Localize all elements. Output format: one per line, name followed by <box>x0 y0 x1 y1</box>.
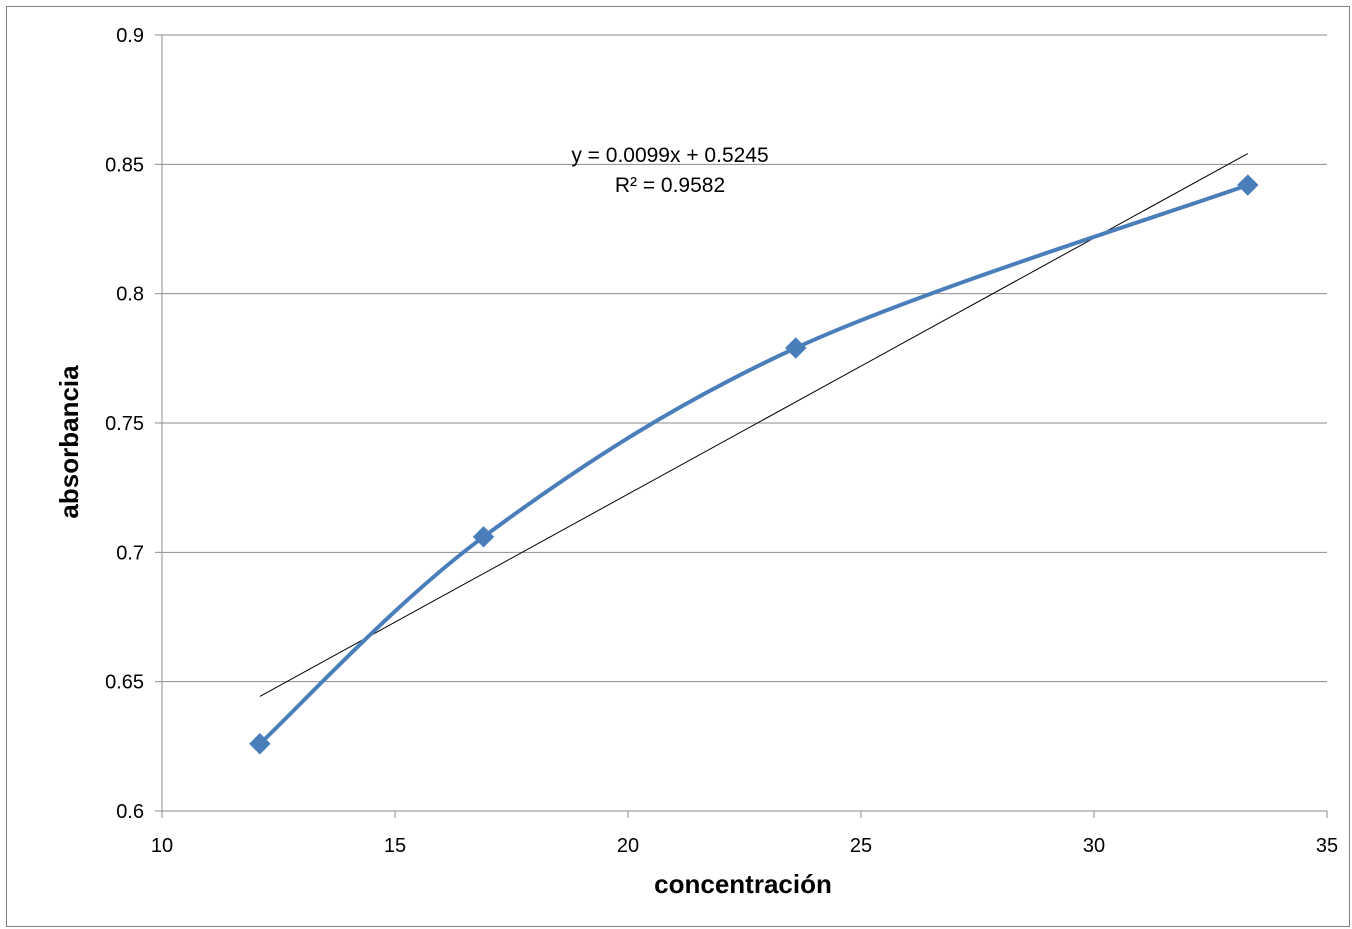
x-tick-label: 10 <box>151 835 173 857</box>
gridlines <box>162 34 1327 683</box>
x-axis-title: concentración <box>654 869 832 899</box>
x-tick-label: 35 <box>1316 835 1338 857</box>
y-tick-label: 0.85 <box>105 154 144 176</box>
trendline-group <box>259 153 1249 697</box>
trendline-equation: y = 0.0099x + 0.5245 <box>571 144 768 167</box>
y-tick-label: 0.8 <box>116 284 144 306</box>
y-tick-label: 0.9 <box>116 25 144 47</box>
trendline <box>259 153 1249 697</box>
x-tick-labels: 10 15 20 25 30 35 <box>151 835 1338 857</box>
x-tick-label: 20 <box>617 835 639 857</box>
axes <box>155 34 1328 818</box>
trendline-r-squared: R² = 0.9582 <box>615 174 725 197</box>
y-tick-label: 0.6 <box>116 801 144 823</box>
x-tick-label: 30 <box>1083 835 1105 857</box>
y-tick-labels: 0.6 0.65 0.7 0.75 0.8 0.85 0.9 <box>105 25 144 823</box>
series-group <box>249 174 1259 755</box>
series-line <box>257 183 1250 746</box>
data-point-marker <box>249 733 271 755</box>
x-tick-label: 15 <box>384 835 406 857</box>
data-point-marker <box>1237 174 1259 196</box>
x-tick-label: 25 <box>850 835 872 857</box>
y-tick-label: 0.65 <box>105 672 144 694</box>
y-tick-label: 0.75 <box>105 413 144 435</box>
data-point-marker <box>785 337 807 359</box>
y-axis-title: absorbancia <box>54 365 84 519</box>
y-tick-label: 0.7 <box>116 542 144 564</box>
data-point-marker <box>472 526 495 548</box>
